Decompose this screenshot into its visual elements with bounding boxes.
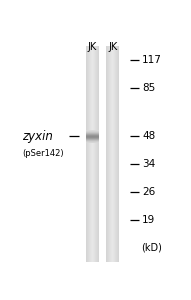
Text: 48: 48 <box>142 131 155 142</box>
Text: zyxin: zyxin <box>22 130 53 143</box>
Text: JK: JK <box>87 42 97 52</box>
Text: 117: 117 <box>142 55 162 65</box>
Text: 34: 34 <box>142 159 155 169</box>
Text: (kD): (kD) <box>141 242 162 252</box>
Text: (pSer142): (pSer142) <box>22 149 64 158</box>
Text: 85: 85 <box>142 83 155 93</box>
Text: 26: 26 <box>142 187 155 197</box>
Text: JK: JK <box>108 42 117 52</box>
Text: 19: 19 <box>142 214 155 225</box>
